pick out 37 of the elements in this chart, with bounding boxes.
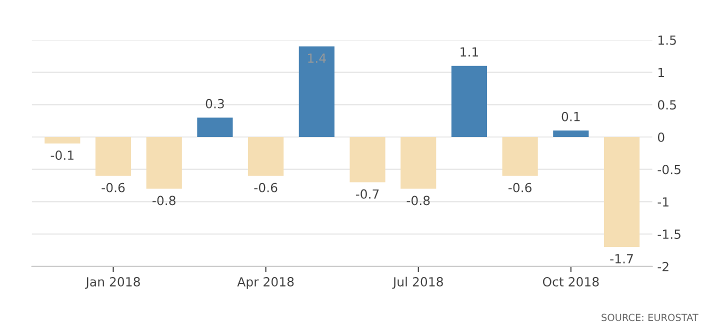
y-tick-label: 0 — [658, 132, 664, 142]
data-label: -0.6 — [508, 182, 532, 192]
y-tick-label: -1 — [658, 197, 668, 206]
bar — [451, 66, 488, 138]
bar — [95, 137, 132, 176]
data-label: -1.7 — [610, 254, 633, 264]
bar — [502, 137, 538, 176]
bar — [146, 137, 182, 189]
data-label: 0.3 — [206, 98, 224, 108]
y-tick-label: 0.5 — [658, 100, 676, 110]
data-label: -0.7 — [356, 189, 379, 199]
data-label: 0.1 — [562, 112, 580, 122]
y-tick-label: -0.5 — [658, 164, 680, 174]
bar — [248, 137, 284, 176]
data-label: -0.6 — [102, 182, 125, 192]
bar — [197, 118, 233, 138]
bar — [298, 46, 334, 138]
bar — [400, 137, 436, 189]
bar — [553, 130, 589, 138]
x-tick-label: Jul 2018 — [392, 276, 443, 289]
data-label: -0.1 — [50, 150, 74, 160]
bar — [604, 137, 640, 247]
data-label: -0.6 — [254, 182, 278, 192]
y-tick-label: 1 — [658, 68, 664, 78]
data-label: 1.1 — [460, 47, 478, 56]
x-tick-label: Jan 2018 — [85, 277, 140, 289]
data-label: -0.8 — [406, 196, 430, 206]
source-note: SOURCE: EUROSTAT — [602, 314, 698, 322]
data-label: -0.8 — [152, 196, 176, 206]
x-tick-label: Oct 2018 — [542, 277, 599, 286]
bar — [44, 137, 80, 144]
x-tick-label: Apr 2018 — [237, 277, 294, 289]
y-tick-label: 1.5 — [658, 36, 676, 45]
data-label: 1.4 — [308, 54, 326, 63]
y-tick-label: -2 — [658, 262, 668, 272]
bar — [350, 137, 386, 182]
y-tick-label: -1.5 — [658, 230, 680, 239]
